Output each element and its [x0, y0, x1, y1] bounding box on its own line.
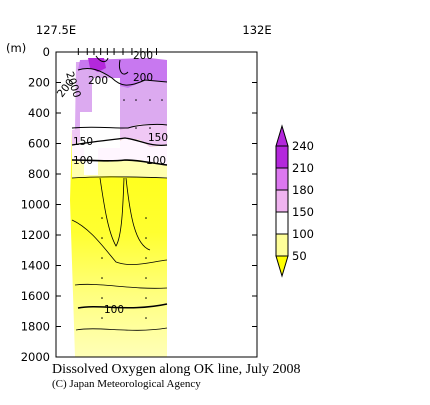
- x-tick-label-127-5E: 127.5E: [36, 23, 76, 37]
- contour-label-200-a: 200: [133, 50, 153, 62]
- contour-label-200-b: 200: [133, 72, 153, 84]
- y-tick-label: 800: [28, 167, 50, 181]
- oxygen-section-fill: [70, 55, 168, 357]
- y-axis: 0 200 400 600 800 1000 1200 1400 1600 1800 2000: [21, 45, 258, 364]
- colorbar: 50 100 150 180 210 240: [275, 124, 314, 278]
- chart-title: Dissolved Oxygen along OK line, July 200…: [52, 362, 300, 377]
- colorbar-extend-low: [275, 255, 289, 278]
- colorbar-tick-label: 100: [292, 227, 314, 241]
- colorbar-segment: [275, 211, 289, 235]
- colorbar-tick-label: 150: [292, 205, 314, 219]
- colorbar-segment: [275, 167, 289, 191]
- y-tick-label: 200: [28, 76, 50, 90]
- y-tick-label: 1800: [21, 320, 50, 334]
- y-tick-label: 1600: [21, 289, 50, 303]
- y-tick-label: 0: [43, 45, 50, 59]
- contour-label-200-c: 200: [88, 75, 108, 87]
- colorbar-segment: [275, 233, 289, 257]
- contour-label-150-b: 150: [73, 136, 93, 148]
- y-axis-unit-label: (m): [6, 41, 26, 55]
- y-tick-label: 400: [28, 106, 50, 120]
- contour-label-100-b: 100: [73, 155, 93, 167]
- contour-label-150-a: 150: [148, 132, 168, 144]
- colorbar-tick-label: 180: [292, 183, 314, 197]
- colorbar-segment: [275, 145, 289, 169]
- y-tick-label: 1000: [21, 198, 50, 212]
- colorbar-tick-label: 50: [292, 249, 307, 263]
- y-tick-label: 600: [28, 137, 50, 151]
- contour-lines: [71, 55, 168, 331]
- y-tick-label: 1200: [21, 228, 50, 242]
- contour-labels: 200 200 200 2000 200 150 150 100 100 100: [55, 50, 168, 316]
- colorbar-segment: [275, 189, 289, 213]
- data-gap-upper: [92, 78, 120, 148]
- y-tick-label: 1400: [21, 259, 50, 273]
- contour-label-100-c: 100: [104, 304, 124, 316]
- sample-dots: [101, 99, 163, 319]
- colorbar-extend-high: [275, 124, 289, 147]
- data-gap-mid: [80, 112, 94, 148]
- colorbar-tick-label: 210: [292, 161, 314, 175]
- chart-credit: (C) Japan Meteorological Agency: [52, 378, 201, 390]
- y-tick-label: 2000: [21, 350, 50, 364]
- contour-label-100-a: 100: [146, 155, 166, 167]
- colorbar-tick-label: 240: [292, 139, 314, 153]
- x-tick-label-132E: 132E: [242, 23, 271, 37]
